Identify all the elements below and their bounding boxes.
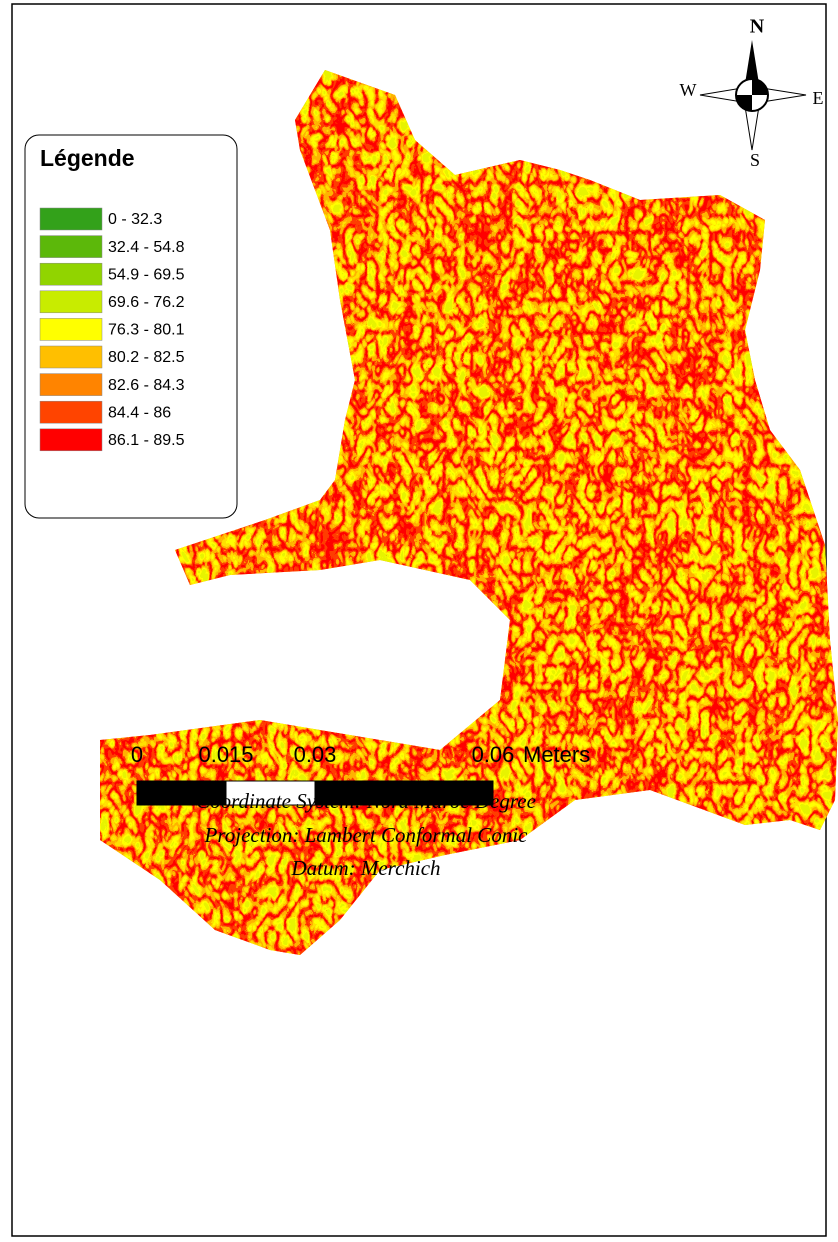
note: Projection: Lambert Conformal Conic xyxy=(204,823,529,847)
legend: Légende 0 - 32.3 32.4 - 54.8 54.9 - 69.5 69… xyxy=(25,135,237,518)
scale-label: 0 xyxy=(131,742,143,767)
legend-label: 82.6 - 84.3 xyxy=(108,377,185,394)
legend-swatch xyxy=(40,429,102,451)
legend-title: Légende xyxy=(40,145,135,171)
scale-label: 0.015 xyxy=(198,742,253,767)
legend-swatch xyxy=(40,318,102,340)
compass-east: E xyxy=(813,88,824,108)
compass-north: N xyxy=(750,16,765,38)
legend-swatch xyxy=(40,208,102,230)
compass-south: S xyxy=(750,150,760,170)
legend-swatch xyxy=(40,374,102,396)
legend-swatch xyxy=(40,401,102,423)
compass: N W E S xyxy=(680,16,824,171)
legend-swatch xyxy=(40,236,102,258)
compass-west: W xyxy=(680,80,697,100)
note: Coordinate System: Nord Maroc Degree xyxy=(196,789,536,813)
note: Datum: Merchich xyxy=(290,856,440,880)
page: N W E S Légende 0 - 32.3 32.4 - 54.8 54.9 … xyxy=(0,0,838,1242)
legend-label: 0 - 32.3 xyxy=(108,211,162,228)
scale-label: 0.06 xyxy=(472,742,515,767)
map-layout: N W E S Légende 0 - 32.3 32.4 - 54.8 54.9 … xyxy=(0,0,838,1242)
legend-label: 69.6 - 76.2 xyxy=(108,294,185,311)
legend-label: 32.4 - 54.8 xyxy=(108,239,185,256)
legend-swatch xyxy=(40,263,102,285)
scale-unit: Meters xyxy=(523,742,590,767)
legend-label: 80.2 - 82.5 xyxy=(108,349,185,366)
legend-swatch xyxy=(40,291,102,313)
legend-label: 84.4 - 86 xyxy=(108,404,171,421)
scale-label: 0.03 xyxy=(294,742,337,767)
legend-swatch xyxy=(40,346,102,368)
legend-label: 76.3 - 80.1 xyxy=(108,322,185,339)
legend-label: 54.9 - 69.5 xyxy=(108,266,185,283)
legend-label: 86.1 - 89.5 xyxy=(108,432,185,449)
